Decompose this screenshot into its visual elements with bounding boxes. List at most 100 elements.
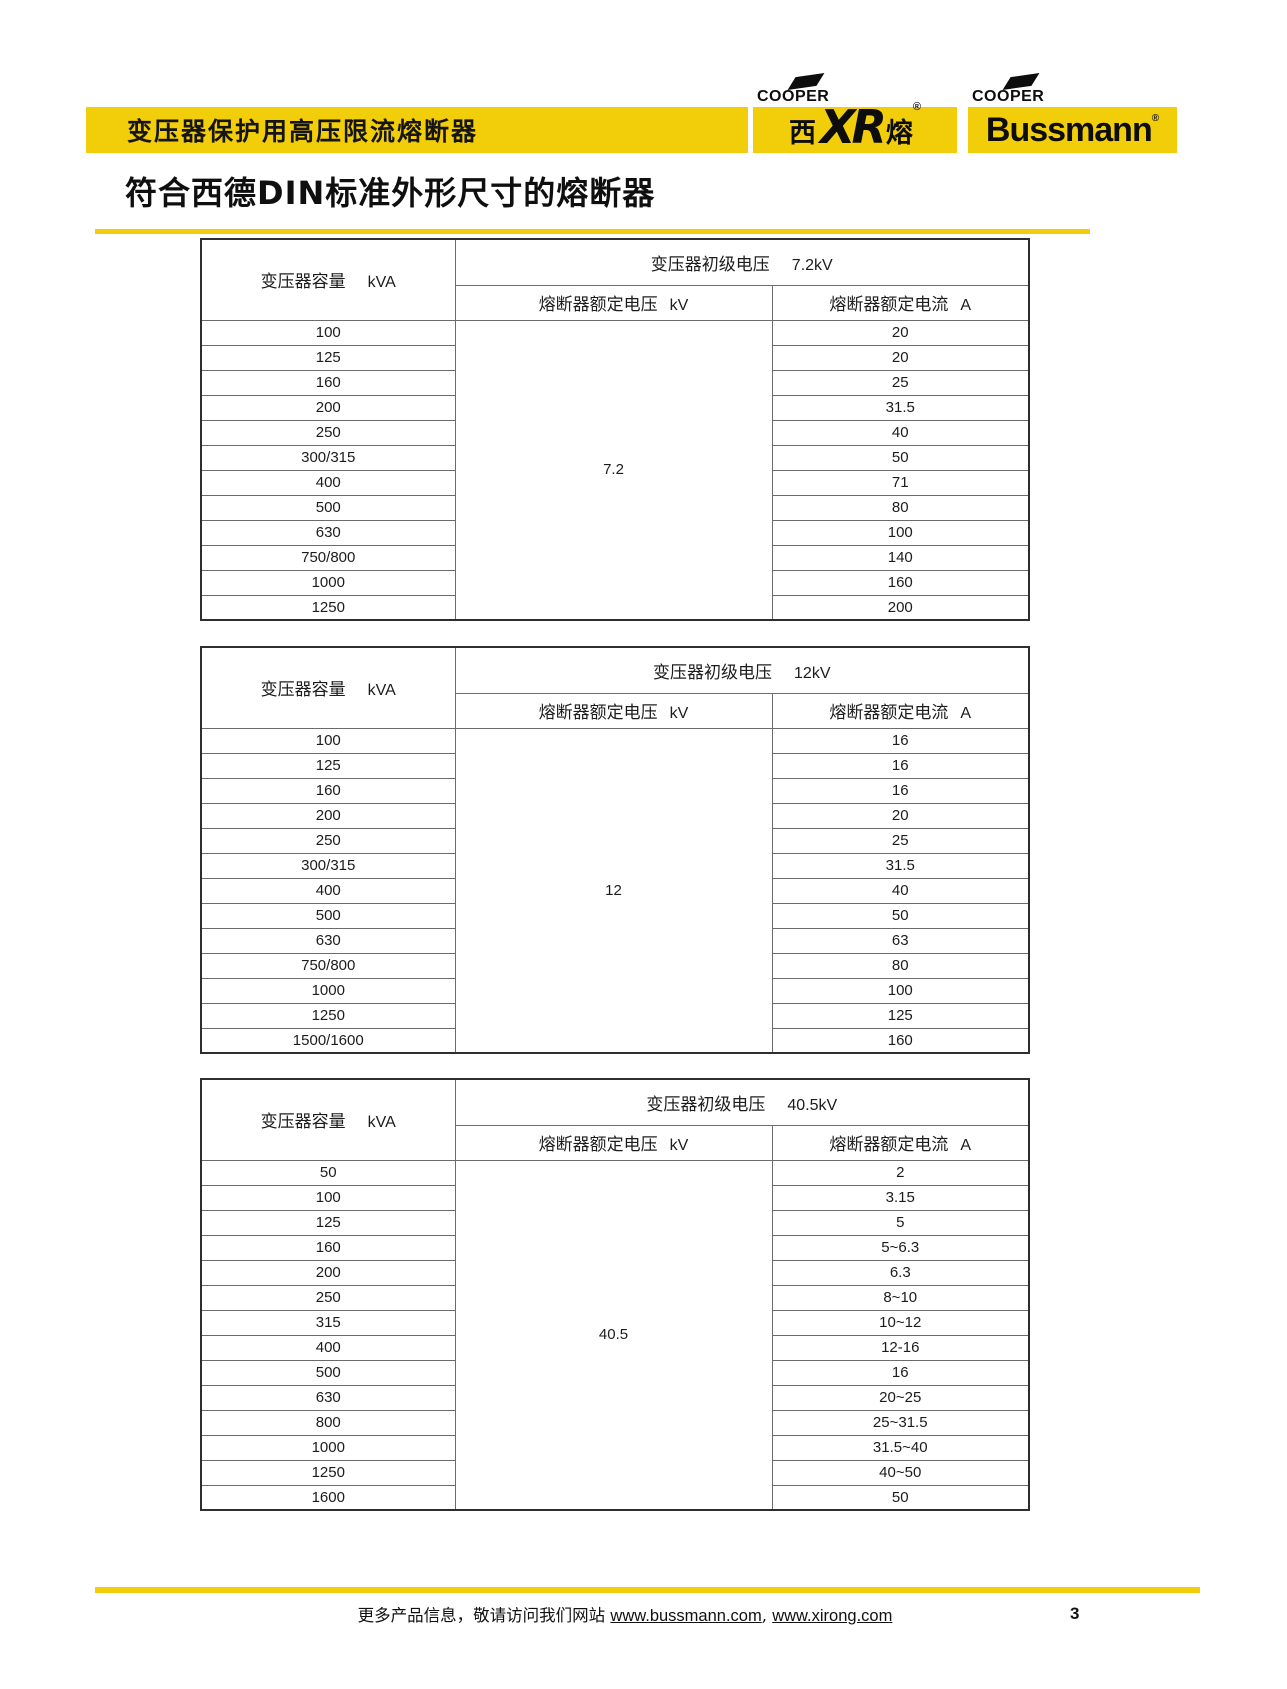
table-header-row: 变压器容量 kVA 变压器初级电压 40.5kV	[200, 1078, 1030, 1161]
current-cell: 160	[771, 569, 1030, 596]
table-row: 100 7.2 20	[200, 319, 1030, 621]
table-row: 1500/1600 160	[200, 1027, 1030, 1054]
table-header-row: 变压器容量 kVA 变压器初级电压 12kV	[200, 646, 1030, 729]
capacity-cell: 315	[200, 1309, 456, 1336]
capacity-cell: 125	[200, 1209, 456, 1236]
primary-voltage-header: 变压器初级电压 40.5kV	[454, 1078, 1030, 1126]
header-unit: A	[960, 297, 972, 314]
table-row: 125 20	[200, 344, 1030, 371]
xirong-link[interactable]: www.xirong.com	[772, 1607, 893, 1625]
header-unit: 7.2kV	[791, 256, 833, 274]
header-label: 变压器容量	[260, 680, 346, 701]
capacity-column-header: 变压器容量 kVA	[200, 646, 456, 729]
current-cell: 140	[771, 544, 1030, 571]
capacity-cell: 750/800	[200, 544, 456, 571]
capacity-cell: 1250	[200, 1002, 456, 1029]
table-row: 160 5~6.3	[200, 1234, 1030, 1261]
current-cell: 50	[771, 1484, 1030, 1511]
bussmann-brand-area: Bussmann ®	[968, 107, 1177, 153]
current-cell: 25	[771, 827, 1030, 854]
current-cell: 8~10	[771, 1284, 1030, 1311]
table-row: 200 20	[200, 802, 1030, 829]
current-cell: 3.15	[771, 1184, 1030, 1211]
table-row: 750/800 80	[200, 952, 1030, 979]
rated-current-column-header: 熔断器额定电流 A	[771, 1124, 1030, 1161]
table-row: 125 16	[200, 752, 1030, 779]
table-row: 100 12 16	[200, 727, 1030, 1054]
current-cell: 20	[771, 802, 1030, 829]
current-cell: 20~25	[771, 1384, 1030, 1411]
current-cell: 20	[771, 344, 1030, 371]
fuse-rating-table: 变压器容量 kVA 变压器初级电压 12kV 熔断器额定电压 kV 熔断器额定电流 A 100 1…	[200, 646, 1030, 1054]
header-bar: 变压器保护用高压限流熔断器	[86, 107, 748, 153]
table-row: 125 5	[200, 1209, 1030, 1236]
header-unit: kVA	[367, 274, 396, 292]
cooper-label: COOPER	[972, 88, 1045, 105]
xirong-brand-rong: 熔	[885, 117, 913, 149]
fuse-table-12kv: 变压器容量 kVA 变压器初级电压 12kV 熔断器额定电压 kV 熔断器额定电流 A 100 1…	[200, 646, 1032, 1054]
current-cell: 16	[771, 752, 1030, 779]
current-cell: 20	[771, 319, 1030, 346]
rated-voltage-cell: 40.5	[454, 1159, 773, 1511]
table-row: 1250 125	[200, 1002, 1030, 1029]
current-cell: 16	[771, 777, 1030, 804]
header-unit: 40.5kV	[787, 1096, 838, 1114]
table-row: 250 25	[200, 827, 1030, 854]
table-row: 1600 50	[200, 1484, 1030, 1511]
capacity-cell: 1000	[200, 977, 456, 1004]
capacity-cell: 125	[200, 344, 456, 371]
xirong-brand-xr-monogram: XR	[820, 100, 887, 154]
current-cell: 80	[771, 494, 1030, 521]
current-cell: 125	[771, 1002, 1030, 1029]
capacity-cell: 100	[200, 1184, 456, 1211]
capacity-cell: 125	[200, 752, 456, 779]
rated-voltage-cell: 12	[454, 727, 773, 1054]
header-label: 熔断器额定电压	[538, 295, 658, 315]
cooper-xirong-logo: COOPER 西 XR 熔 ®	[753, 73, 957, 153]
table-row: 50 40.5 2	[200, 1159, 1030, 1511]
table-row: 630 63	[200, 927, 1030, 954]
current-cell: 50	[771, 444, 1030, 471]
primary-voltage-header: 变压器初级电压 7.2kV	[454, 238, 1030, 286]
capacity-cell: 200	[200, 802, 456, 829]
current-cell: 71	[771, 469, 1030, 496]
capacity-cell: 1500/1600	[200, 1027, 456, 1054]
capacity-cell: 200	[200, 1259, 456, 1286]
current-cell: 12-16	[771, 1334, 1030, 1361]
current-cell: 200	[771, 594, 1030, 621]
capacity-cell: 500	[200, 1359, 456, 1386]
rated-voltage-cell: 7.2	[454, 319, 773, 621]
footer-link-separator: ,	[761, 1606, 773, 1625]
current-cell: 160	[771, 1027, 1030, 1054]
current-cell: 31.5	[771, 394, 1030, 421]
header-label: 变压器初级电压	[650, 254, 770, 275]
current-cell: 6.3	[771, 1259, 1030, 1286]
footer-note-text: 更多产品信息，敬请访问我们网站	[357, 1606, 611, 1625]
rated-voltage-column-header: 熔断器额定电压 kV	[454, 1124, 773, 1161]
capacity-cell: 400	[200, 877, 456, 904]
capacity-cell: 500	[200, 494, 456, 521]
table-row: 750/800 140	[200, 544, 1030, 571]
current-cell: 31.5	[771, 852, 1030, 879]
current-cell: 40	[771, 877, 1030, 904]
header-label: 变压器容量	[260, 272, 346, 293]
bussmann-link[interactable]: www.bussmann.com	[610, 1607, 762, 1625]
primary-voltage-header: 变压器初级电压 12kV	[454, 646, 1030, 694]
capacity-cell: 1000	[200, 1434, 456, 1461]
capacity-cell: 800	[200, 1409, 456, 1436]
header-label: 熔断器额定电流	[829, 295, 949, 315]
page-title: 符合西德DIN标准外形尺寸的熔断器	[125, 174, 656, 212]
header-label: 熔断器额定电流	[829, 1135, 949, 1155]
table-subheader-row: 熔断器额定电压 kV 熔断器额定电流 A	[201, 284, 1030, 321]
capacity-cell: 630	[200, 927, 456, 954]
table-subheader-row: 熔断器额定电压 kV 熔断器额定电流 A	[201, 692, 1030, 729]
header-label: 变压器初级电压	[653, 662, 773, 683]
capacity-column-header: 变压器容量 kVA	[200, 1078, 456, 1161]
table-subheader-row: 熔断器额定电压 kV 熔断器额定电流 A	[201, 1124, 1030, 1161]
current-cell: 31.5~40	[771, 1434, 1030, 1461]
fuse-rating-table: 变压器容量 kVA 变压器初级电压 7.2kV 熔断器额定电压 kV 熔断器额定电流 A 100…	[200, 238, 1031, 621]
header-bar-title: 变压器保护用高压限流熔断器	[127, 117, 479, 146]
capacity-cell: 200	[200, 394, 456, 421]
header-unit: kVA	[367, 1114, 396, 1132]
bussmann-wordmark: Bussmann	[985, 110, 1153, 149]
